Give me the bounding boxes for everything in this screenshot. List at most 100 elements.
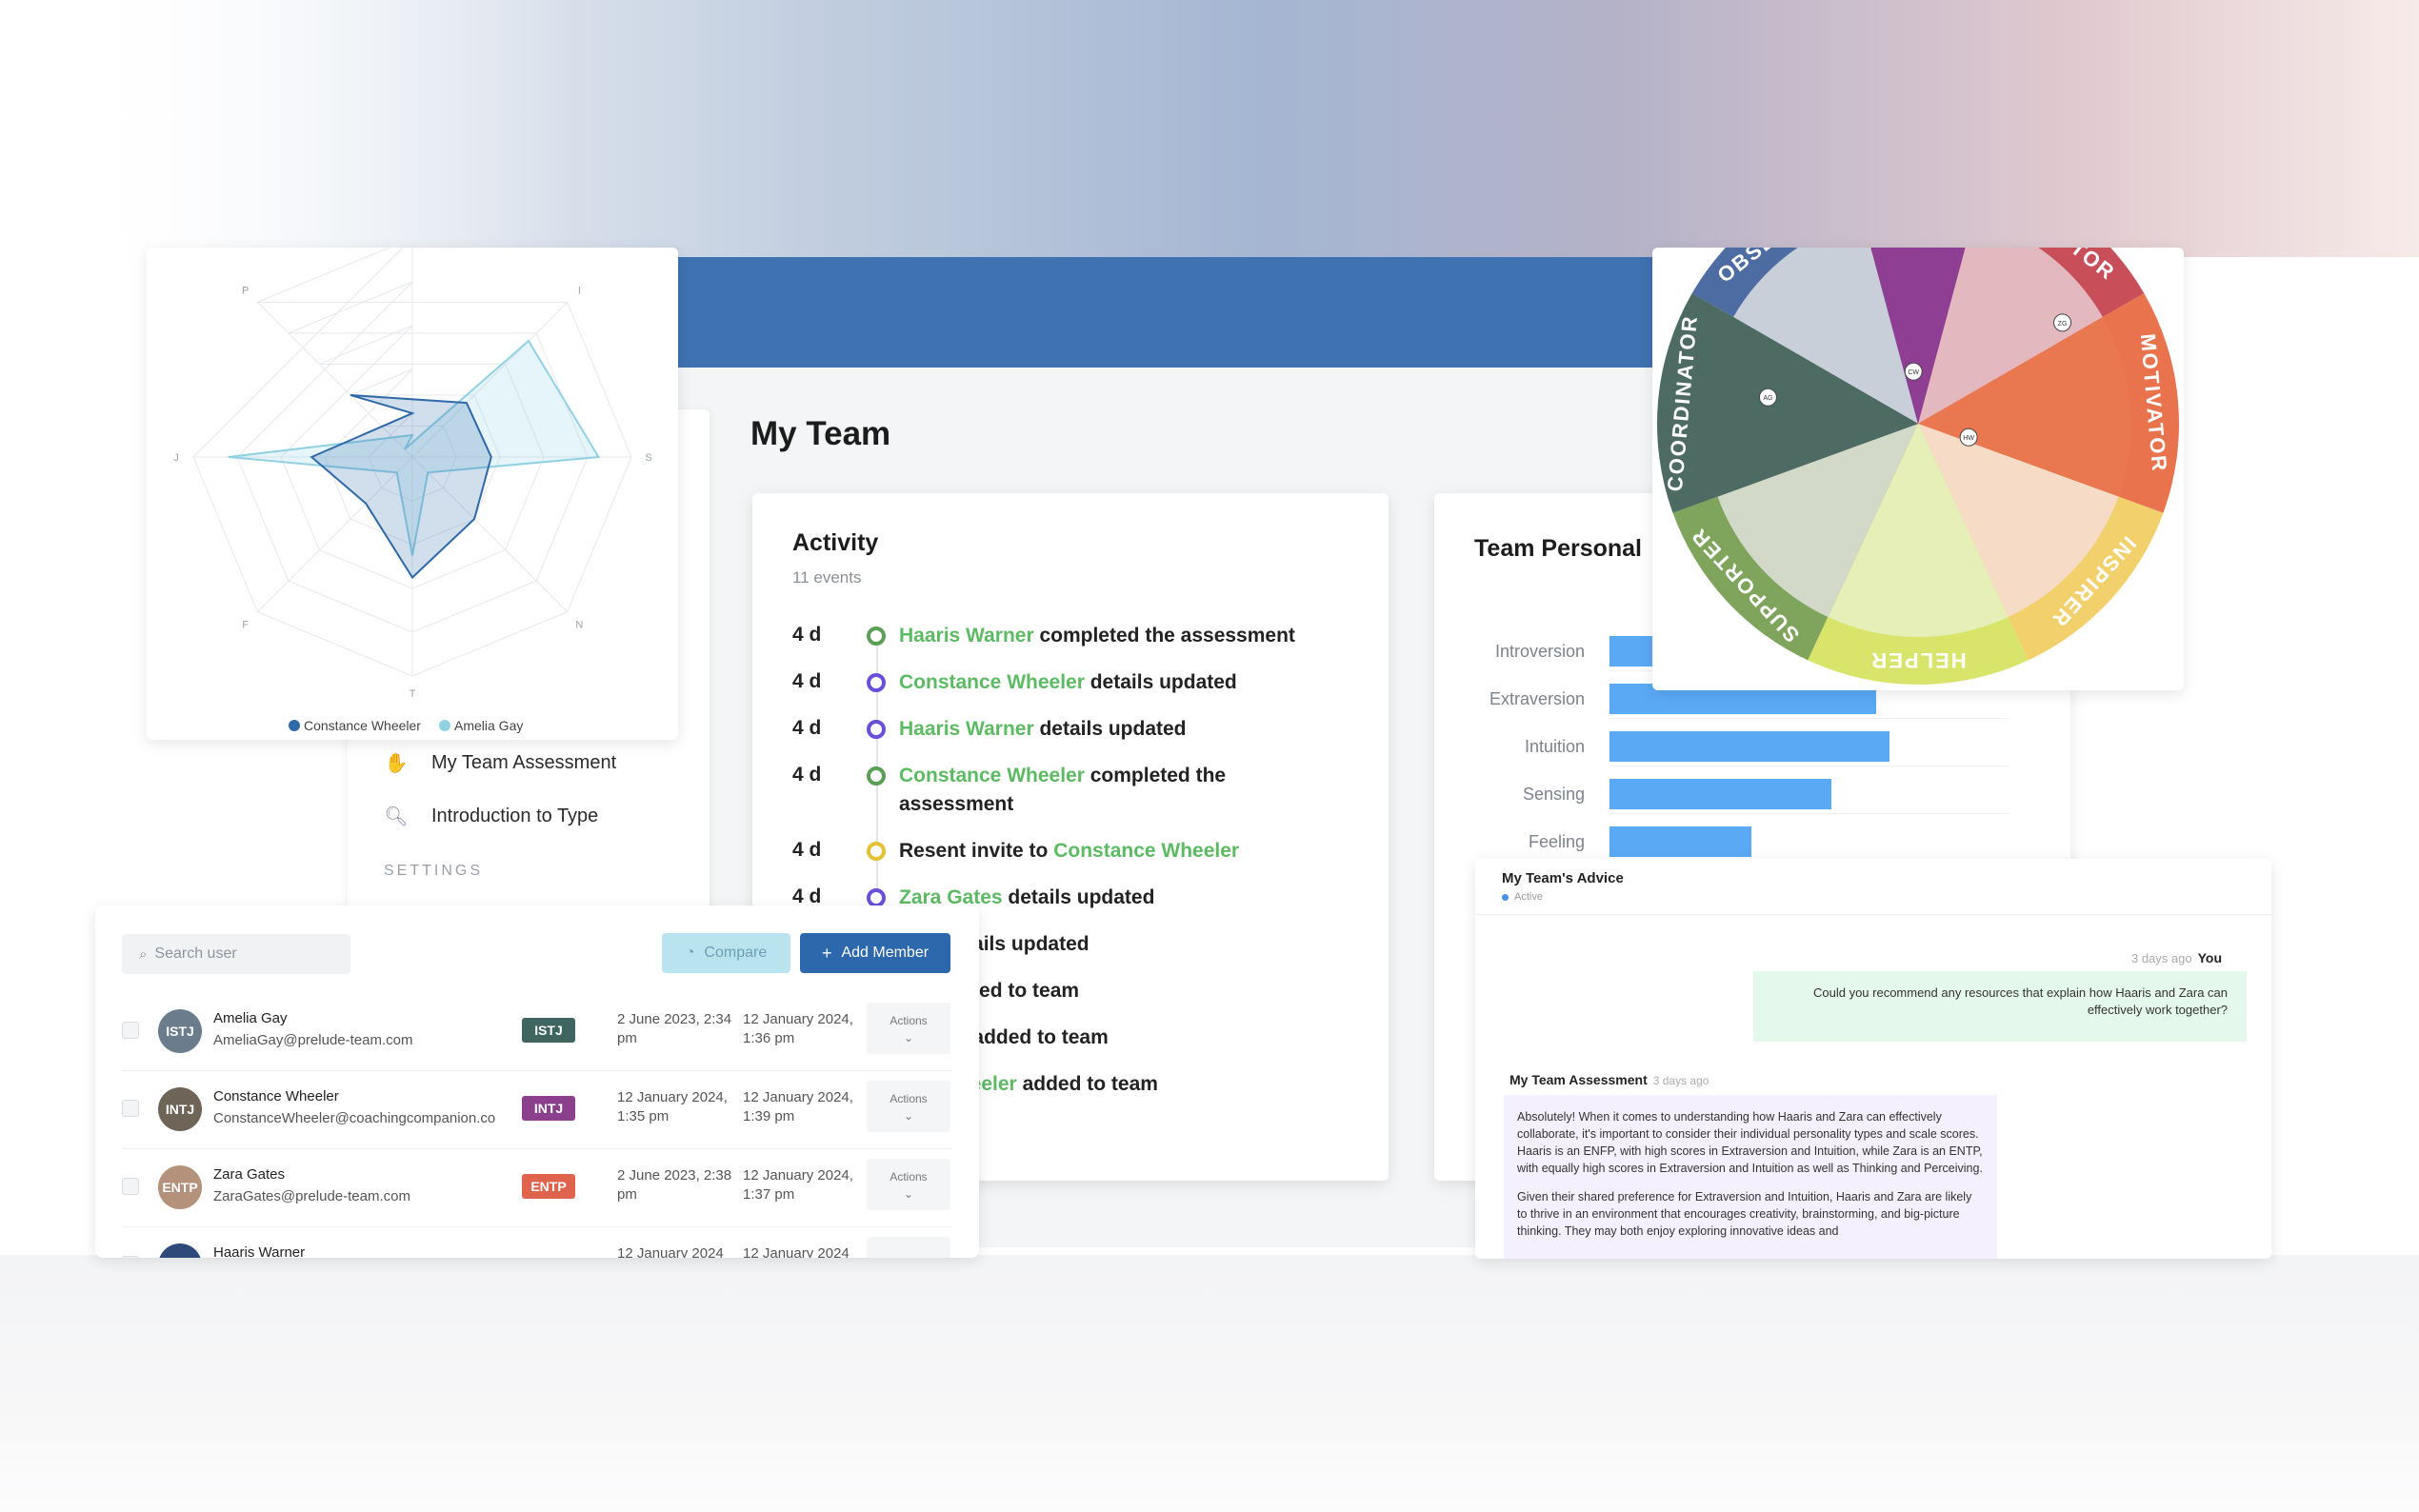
user-email: ZaraGates@prelude-team.com — [213, 1188, 410, 1204]
avatar: ENTP — [158, 1165, 202, 1209]
activity-item: 4 d Haaris Warner details updated — [792, 715, 1349, 762]
legend-label: Constance Wheeler — [304, 718, 421, 733]
sidebar-item-introduction-to-type[interactable]: 🔍︎ Introduction to Type — [384, 804, 598, 828]
radar-axis-label: I — [578, 286, 581, 297]
actions-label: Actions — [890, 1170, 928, 1184]
activity-time: 4 d — [792, 670, 822, 692]
plus-icon: + — [821, 943, 832, 963]
assistant-paragraph: Given their shared preference for Extrav… — [1517, 1190, 1972, 1238]
add-member-label: Add Member — [841, 945, 930, 961]
timeline-dot-icon — [867, 888, 886, 907]
wheel-highlight-segment — [1870, 248, 1966, 424]
radar-axis-line — [411, 456, 568, 612]
activity-item: 4 d Resent invite to Constance Wheeler — [792, 837, 1349, 884]
assistant-message: Absolutely! When it comes to understandi… — [1504, 1095, 1997, 1259]
compare-icon: ◔ — [685, 945, 695, 961]
advice-title: My Team's Advice — [1502, 870, 1624, 886]
add-member-button[interactable]: + Add Member — [800, 933, 950, 973]
bar-gridline — [1609, 813, 2009, 814]
activity-member-link[interactable]: Haaris Warner — [899, 718, 1034, 740]
actions-dropdown[interactable]: Actions ⌄ — [867, 1159, 950, 1210]
row-checkbox[interactable] — [122, 1100, 139, 1117]
hero-fade — [0, 0, 571, 257]
activity-description: added to team — [1022, 1073, 1158, 1095]
legend-label: Amelia Gay — [454, 718, 523, 733]
activity-member-link[interactable]: Constance Wheeler — [899, 765, 1085, 786]
table-row[interactable]: ENTP Zara Gates ZaraGates@prelude-team.com… — [122, 1149, 952, 1227]
assistant-time: 3 days ago — [1652, 1074, 1709, 1087]
personality-type-badge: ISTJ — [522, 1018, 575, 1043]
chevron-down-icon: ⌄ — [903, 1031, 914, 1044]
row-checkbox[interactable] — [122, 1256, 139, 1258]
timeline-dot-icon — [867, 842, 886, 861]
bar-label: Sensing — [1522, 784, 1585, 804]
table-row[interactable]: Haaris Warner 12 January 2024 12 January 2… — [122, 1227, 952, 1258]
activity-text: Resent invite to Constance Wheeler — [899, 837, 1239, 865]
bar — [1609, 826, 1752, 857]
table-row[interactable]: INTJ Constance Wheeler ConstanceWheeler@co… — [122, 1071, 952, 1149]
search-icon: ⌕ — [139, 945, 148, 963]
actions-label: Actions — [890, 1092, 928, 1105]
bar-row: Feeling — [1434, 826, 1752, 857]
bottom-background — [0, 1255, 2419, 1512]
timeline-dot-icon — [867, 720, 886, 739]
sidebar-item-label: Introduction to Type — [431, 805, 599, 826]
sidebar-item-my-team-assessment[interactable]: ✋ My Team Assessment — [384, 750, 617, 775]
search-placeholder: Search user — [154, 945, 237, 962]
team-advice-card: My Team's Advice Active 3 days ago You Co… — [1475, 859, 2271, 1259]
user-email: ConstanceWheeler@coachingcompanion.co — [213, 1110, 496, 1126]
divider — [1475, 914, 2271, 915]
row-checkbox[interactable] — [122, 1022, 139, 1039]
activity-item: 4 d Constance Wheeler completed the asses… — [792, 762, 1349, 837]
activity-description: details updated — [1008, 886, 1155, 908]
activity-text: Haaris Warner completed the assessment — [899, 622, 1295, 650]
timeline-dot-icon — [867, 627, 886, 646]
assistant-name: My Team Assessment — [1509, 1072, 1648, 1087]
wheel-inner-segment — [1733, 248, 1918, 424]
activity-member-link[interactable]: Constance Wheeler — [1053, 840, 1240, 862]
member-marker-label: AG — [1763, 395, 1772, 402]
activity-count: 11 events — [792, 568, 862, 587]
timeline-dot-icon — [867, 673, 886, 692]
updated-date: 12 January 2024 — [743, 1245, 850, 1258]
radar-chart-card: P I S N T F J Constance Wheeler Amelia Gay — [147, 237, 678, 740]
row-checkbox[interactable] — [122, 1178, 139, 1195]
actions-label: Actions — [890, 1014, 928, 1027]
actions-dropdown[interactable]: Actions ⌄ — [867, 1081, 950, 1132]
activity-time: 4 d — [792, 624, 822, 646]
timeline-dot-icon — [867, 766, 886, 786]
avatar: INTJ — [158, 1087, 202, 1131]
activity-item: 4 d Constance Wheeler details updated — [792, 668, 1349, 715]
updated-date: 12 January 2024, 1:39 pm — [743, 1089, 853, 1124]
compare-button[interactable]: ◔ Compare — [662, 933, 790, 973]
activity-description: details updated — [942, 933, 1090, 955]
table-row[interactable]: ISTJ Amelia Gay AmeliaGay@prelude-team.com… — [122, 993, 952, 1071]
team-personality-title: Team Personal — [1474, 535, 1643, 562]
member-marker-label: ZG — [2058, 321, 2068, 328]
legend-marker — [439, 720, 450, 731]
radar-axis-label: F — [242, 619, 249, 630]
status-badge: Active — [1502, 891, 1543, 903]
radar-series-constance-wheeler — [310, 393, 492, 580]
sidebar-item-label: My Team Assessment — [431, 751, 617, 773]
wheel-inner-segment — [1918, 248, 2103, 424]
team-wheel-card: OBSERVERDIRECTORMOTIVATORINSPIRERHELPERS… — [1652, 248, 2184, 690]
user-message: Could you recommend any resources that e… — [1753, 971, 2247, 1042]
user-email: AmeliaGay@prelude-team.com — [213, 1032, 413, 1048]
activity-text: Haaris Warner details updated — [899, 715, 1187, 744]
created-date: 12 January 2024 — [617, 1245, 724, 1258]
actions-dropdown[interactable] — [867, 1237, 950, 1258]
user-name: Haaris Warner — [213, 1244, 306, 1258]
activity-time: 4 d — [792, 764, 822, 786]
actions-dropdown[interactable]: Actions ⌄ — [867, 1003, 950, 1054]
activity-member-link[interactable]: Zara Gates — [899, 886, 1003, 908]
user-name: Zara Gates — [213, 1166, 286, 1183]
created-date: 2 June 2023, 2:34 pm — [617, 1011, 732, 1046]
search-input[interactable]: ⌕ Search user — [122, 934, 350, 974]
bar-row: Sensing — [1434, 779, 1832, 809]
activity-member-link[interactable]: Constance Wheeler — [899, 671, 1085, 693]
activity-member-link[interactable]: Haaris Warner — [899, 625, 1034, 647]
avatar — [158, 1243, 202, 1258]
activity-description: details updated — [1090, 671, 1237, 693]
radar-series-amelia-gay — [228, 339, 601, 556]
